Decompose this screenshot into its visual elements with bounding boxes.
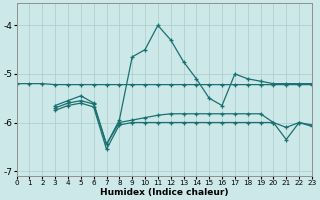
X-axis label: Humidex (Indice chaleur): Humidex (Indice chaleur): [100, 188, 228, 197]
